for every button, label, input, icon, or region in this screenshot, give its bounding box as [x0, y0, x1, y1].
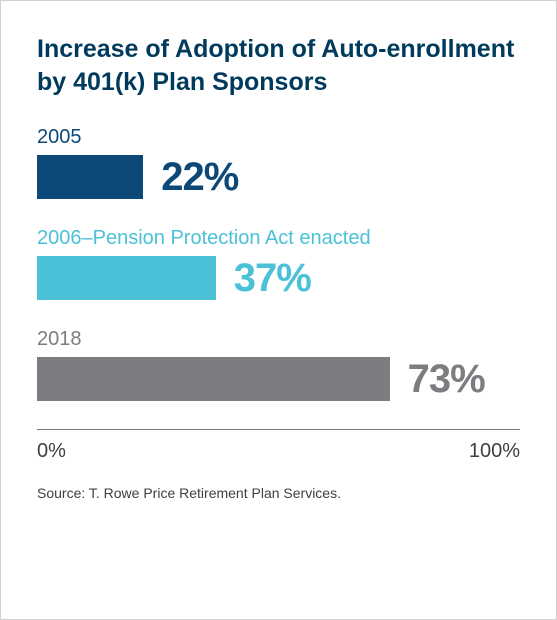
axis-max-label: 100% [469, 440, 520, 463]
axis-min-label: 0% [37, 440, 66, 463]
bar-label: 2006–Pension Protection Act enacted [37, 227, 520, 250]
bar-label: 2005 [37, 126, 520, 149]
bar-rect [37, 155, 143, 199]
bar-value: 37% [234, 256, 311, 301]
bar-container: 2005 22% 2006–Pension Protection Act ena… [37, 126, 520, 463]
bar-row: 22% [37, 155, 520, 199]
bar-row: 73% [37, 357, 520, 401]
bar-group: 2005 22% [37, 126, 520, 199]
x-axis: 0% 100% [37, 429, 520, 463]
bar-rect [37, 357, 390, 401]
bar-rect [37, 256, 216, 300]
bar-group: 2006–Pension Protection Act enacted 37% [37, 227, 520, 300]
bar-row: 37% [37, 256, 520, 300]
bar-label: 2018 [37, 328, 520, 351]
chart-title: Increase of Adoption of Auto-enrollment … [37, 33, 520, 98]
bar-group: 2018 73% [37, 328, 520, 401]
bar-value: 22% [161, 155, 238, 200]
chart-card: Increase of Adoption of Auto-enrollment … [0, 0, 557, 620]
source-text: Source: T. Rowe Price Retirement Plan Se… [37, 485, 520, 501]
bar-value: 73% [408, 357, 485, 402]
